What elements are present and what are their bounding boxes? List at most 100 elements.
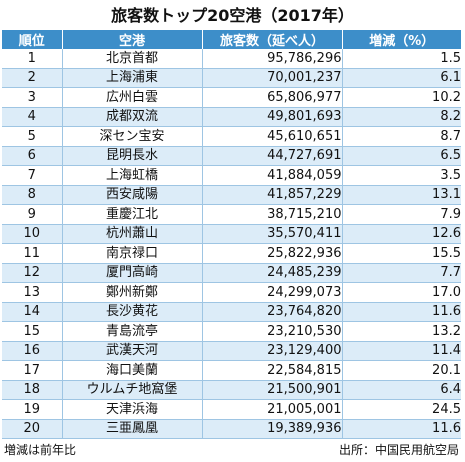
cell-airport: 北京首都: [61, 49, 202, 69]
cell-rank: 2: [2, 68, 62, 88]
cell-growth: 17.0: [341, 282, 461, 303]
cell-rank: 20: [2, 419, 62, 439]
source-note: 出所：中国民用航空局: [338, 443, 459, 457]
table-title: 旅客数トップ20空港（2017年）: [111, 6, 354, 25]
table-row: 8 西安咸陽 41,857,229 13.1: [2, 185, 461, 205]
cell-airport: 武漢天河: [61, 341, 202, 361]
cell-airport: 西安咸陽: [61, 185, 202, 205]
cell-airport: 長沙黄花: [61, 302, 202, 322]
cell-passengers: 35,570,411: [201, 224, 342, 244]
cell-rank: 10: [2, 224, 62, 244]
cell-growth: 1.5: [341, 49, 461, 69]
cell-rank: 5: [2, 126, 62, 147]
table-row: 10 杭州蕭山 35,570,411 12.6: [2, 224, 461, 244]
cell-passengers: 21,005,001: [201, 399, 342, 420]
header-passengers: 旅客数（延べ人）: [201, 30, 342, 49]
cell-growth: 6.1: [341, 68, 461, 88]
cell-airport: 鄭州新鄭: [61, 282, 202, 303]
cell-airport: 上海虹橋: [61, 165, 202, 186]
cell-passengers: 23,764,820: [201, 302, 342, 322]
cell-growth: 8.2: [341, 107, 461, 127]
cell-airport: 成都双流: [61, 107, 202, 127]
table-row: 11 南京禄口 25,822,936 15.5: [2, 243, 461, 264]
cell-rank: 9: [2, 204, 62, 225]
airport-ranking-table: 順位 空港 旅客数（延べ人） 増減（%） 1 北京首都 95,786,296 1.5 2…: [2, 30, 461, 439]
table-row: 2 上海浦東 70,001,237 6.1: [2, 68, 461, 88]
cell-rank: 8: [2, 185, 62, 205]
cell-passengers: 95,786,296: [201, 49, 342, 69]
cell-rank: 16: [2, 341, 62, 361]
cell-airport: 広州白雲: [61, 87, 202, 108]
cell-passengers: 49,801,693: [201, 107, 342, 127]
table-header-row: 順位 空港 旅客数（延べ人） 増減（%）: [2, 30, 461, 49]
table-row: 12 厦門高崎 24,485,239 7.7: [2, 263, 461, 283]
cell-growth: 11.6: [341, 419, 461, 439]
table-row: 1 北京首都 95,786,296 1.5: [2, 49, 461, 69]
table-row: 6 昆明長水 44,727,691 6.5: [2, 146, 461, 166]
cell-passengers: 70,001,237: [201, 68, 342, 88]
table-row: 19 天津浜海 21,005,001 24.5: [2, 399, 461, 420]
cell-airport: 深セン宝安: [61, 126, 202, 147]
cell-passengers: 45,610,651: [201, 126, 342, 147]
footnote: 増減は前年比: [4, 443, 77, 457]
cell-rank: 3: [2, 87, 62, 108]
cell-growth: 13.1: [341, 185, 461, 205]
cell-passengers: 21,500,901: [201, 380, 342, 400]
cell-airport: 青島流亭: [61, 321, 202, 342]
table-row: 5 深セン宝安 45,610,651 8.7: [2, 126, 461, 147]
cell-rank: 17: [2, 360, 62, 381]
cell-passengers: 24,299,073: [201, 282, 342, 303]
cell-growth: 3.5: [341, 165, 461, 186]
cell-rank: 1: [2, 49, 62, 69]
cell-rank: 12: [2, 263, 62, 283]
cell-growth: 7.7: [341, 263, 461, 283]
cell-airport: 天津浜海: [61, 399, 202, 420]
cell-growth: 20.1: [341, 360, 461, 381]
header-airport: 空港: [61, 30, 202, 49]
cell-rank: 4: [2, 107, 62, 127]
cell-growth: 8.7: [341, 126, 461, 147]
table-row: 13 鄭州新鄭 24,299,073 17.0: [2, 282, 461, 303]
cell-rank: 15: [2, 321, 62, 342]
table-row: 18 ウルムチ地窩堡 21,500,901 6.4: [2, 380, 461, 400]
header-growth: 増減（%）: [341, 30, 461, 49]
cell-passengers: 23,129,400: [201, 341, 342, 361]
cell-airport: ウルムチ地窩堡: [61, 380, 202, 400]
table-row: 14 長沙黄花 23,764,820 11.6: [2, 302, 461, 322]
cell-passengers: 65,806,977: [201, 87, 342, 108]
cell-airport: 上海浦東: [61, 68, 202, 88]
table-body: 1 北京首都 95,786,296 1.5 2 上海浦東 70,001,237 6.1 3 広州白…: [2, 49, 461, 439]
cell-passengers: 22,584,815: [201, 360, 342, 381]
cell-airport: 杭州蕭山: [61, 224, 202, 244]
cell-growth: 11.4: [341, 341, 461, 361]
cell-growth: 6.5: [341, 146, 461, 166]
cell-growth: 12.6: [341, 224, 461, 244]
cell-growth: 6.4: [341, 380, 461, 400]
cell-passengers: 19,389,936: [201, 419, 342, 439]
cell-growth: 24.5: [341, 399, 461, 420]
cell-airport: 南京禄口: [61, 243, 202, 264]
cell-airport: 重慶江北: [61, 204, 202, 225]
table-row: 7 上海虹橋 41,884,059 3.5: [2, 165, 461, 186]
table-row: 17 海口美蘭 22,584,815 20.1: [2, 360, 461, 381]
cell-passengers: 41,857,229: [201, 185, 342, 205]
cell-passengers: 38,715,210: [201, 204, 342, 225]
cell-growth: 7.9: [341, 204, 461, 225]
table-row: 16 武漢天河 23,129,400 11.4: [2, 341, 461, 361]
table-row: 4 成都双流 49,801,693 8.2: [2, 107, 461, 127]
cell-passengers: 23,210,530: [201, 321, 342, 342]
cell-growth: 10.2: [341, 87, 461, 108]
cell-rank: 7: [2, 165, 62, 186]
table-row: 3 広州白雲 65,806,977 10.2: [2, 87, 461, 108]
cell-rank: 18: [2, 380, 62, 400]
cell-rank: 19: [2, 399, 62, 420]
cell-rank: 13: [2, 282, 62, 303]
cell-rank: 6: [2, 146, 62, 166]
cell-rank: 14: [2, 302, 62, 322]
cell-airport: 三亜鳳凰: [61, 419, 202, 439]
cell-airport: 海口美蘭: [61, 360, 202, 381]
cell-rank: 11: [2, 243, 62, 264]
cell-passengers: 41,884,059: [201, 165, 342, 186]
header-rank: 順位: [2, 30, 62, 49]
cell-passengers: 44,727,691: [201, 146, 342, 166]
